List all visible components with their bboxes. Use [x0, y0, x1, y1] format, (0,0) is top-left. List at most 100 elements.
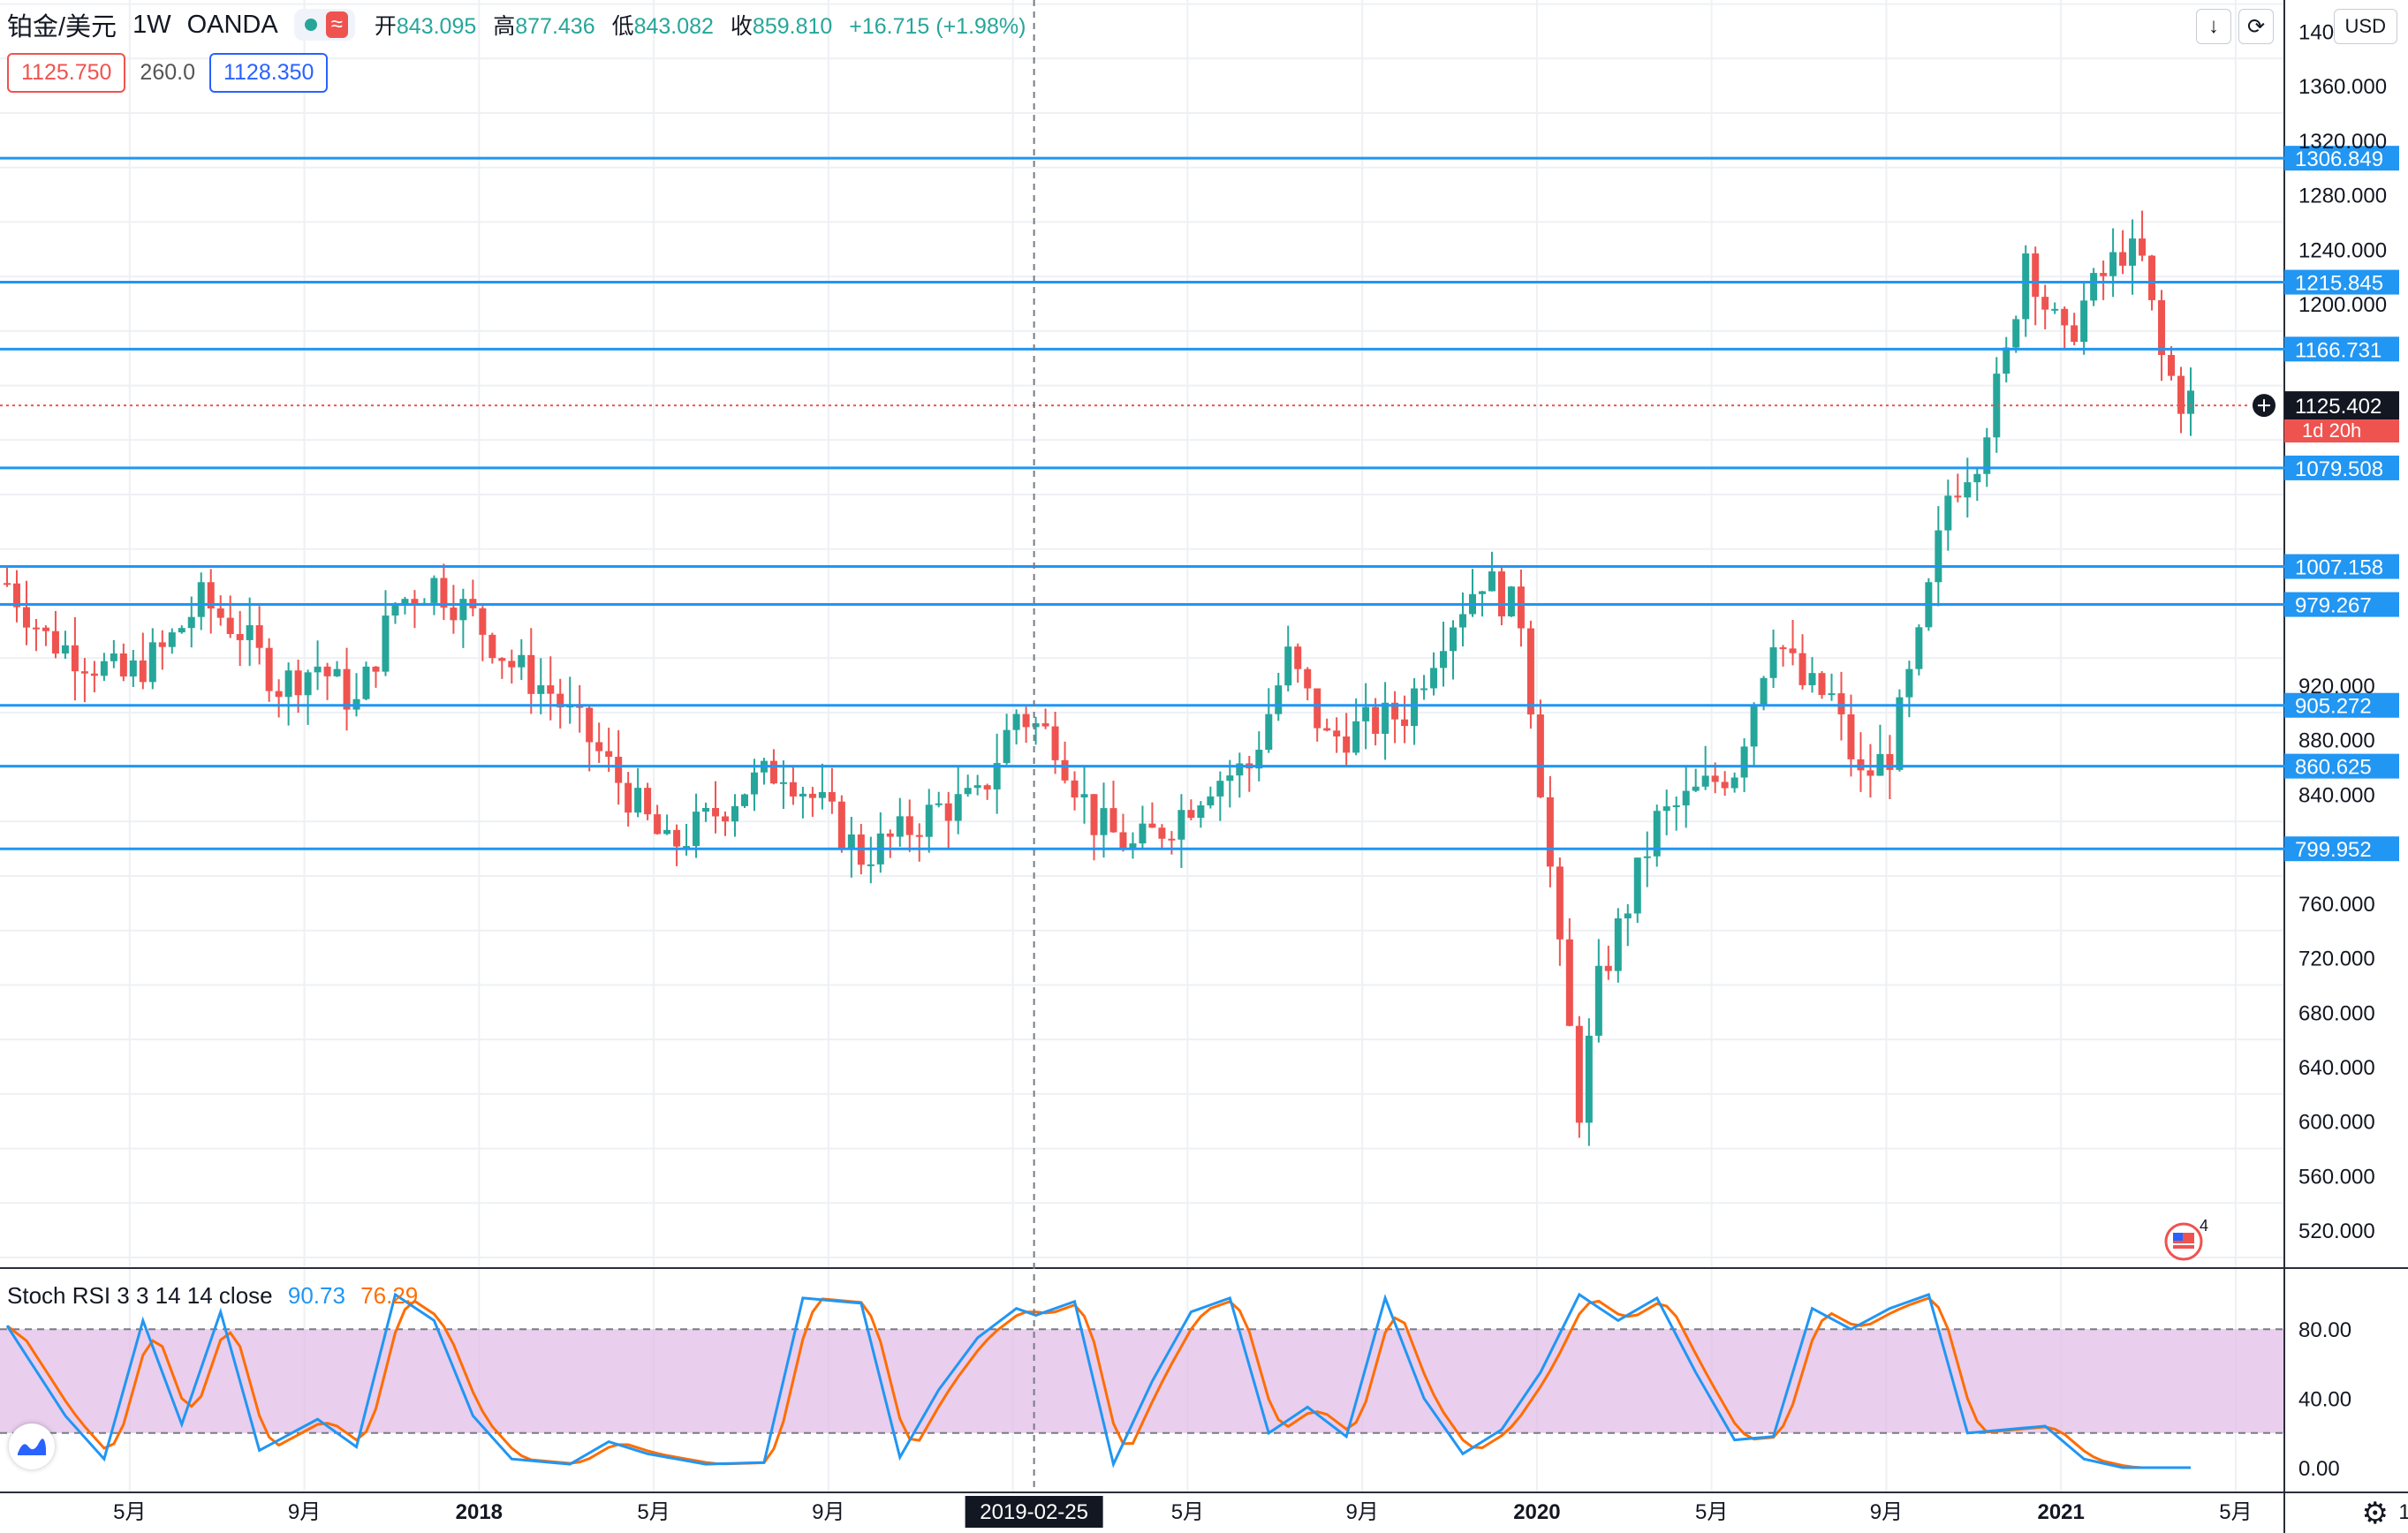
candle-body — [110, 653, 117, 661]
candle-body — [275, 691, 283, 698]
candle — [2051, 302, 2059, 314]
interval[interactable]: 1W — [133, 10, 171, 39]
candle — [1643, 831, 1651, 887]
candle — [2168, 346, 2176, 381]
price-tick-label: 1320.000 — [2298, 130, 2387, 154]
buy-price-button[interactable]: 1128.350 — [208, 53, 329, 93]
candle-body — [197, 582, 205, 617]
candle — [1614, 908, 1622, 983]
candle — [372, 666, 380, 688]
candle-body — [1867, 770, 1874, 776]
hline-price-label: 1166.731 — [2295, 338, 2381, 362]
candle-body — [1546, 797, 1554, 867]
candle-body — [1585, 1035, 1593, 1123]
candle — [246, 597, 254, 667]
candle-body — [993, 763, 1001, 789]
status-pill[interactable]: ≈ — [293, 9, 355, 41]
candle — [1789, 619, 1797, 666]
candle-body — [2119, 252, 2127, 266]
candle — [1526, 620, 1534, 729]
time-axis-label: 16 — [2398, 1500, 2408, 1524]
candle — [450, 585, 458, 634]
candle-body — [1711, 775, 1719, 782]
candle — [886, 829, 894, 858]
candle-body — [401, 599, 409, 604]
candle — [1129, 832, 1137, 859]
stoch-rsi-legend[interactable]: Stoch RSI 3 3 14 14 close 90.73 76.29 — [7, 1282, 418, 1310]
candle — [42, 625, 49, 646]
candle — [818, 763, 826, 810]
candle — [1275, 672, 1283, 721]
spread-value: 260.0 — [140, 60, 195, 85]
candle — [207, 569, 215, 634]
download-icon[interactable]: ↓ — [2196, 9, 2231, 44]
gear-icon[interactable]: ⚙ — [2361, 1497, 2389, 1530]
refresh-icon[interactable]: ⟳ — [2238, 9, 2274, 44]
candle-body — [459, 599, 467, 621]
candle-body — [722, 816, 730, 822]
candle-body — [847, 834, 855, 850]
candle-body — [547, 685, 555, 694]
candle — [760, 758, 768, 785]
candle-body — [314, 666, 322, 673]
candle-body — [2032, 253, 2040, 298]
candle — [1246, 755, 1253, 792]
candle — [1488, 551, 1496, 592]
currency-button[interactable]: USD — [2333, 9, 2397, 44]
time-axis-label: 2021 — [2037, 1500, 2084, 1524]
candle-body — [1148, 823, 1156, 828]
candle-body — [1818, 673, 1826, 696]
hline-price-label: 1215.845 — [2295, 272, 2383, 296]
hline-price-label-bg — [2284, 455, 2399, 480]
candle-body — [1536, 714, 1544, 797]
candle — [644, 782, 652, 820]
candle — [1876, 724, 1884, 776]
candle — [808, 787, 816, 817]
candle-body — [1692, 786, 1700, 791]
candle-body — [2051, 308, 2059, 311]
candle — [1585, 1018, 1593, 1146]
candle-body — [1886, 753, 1894, 770]
candle-body — [1672, 805, 1680, 808]
candle-body — [304, 672, 312, 696]
candle-body — [1808, 673, 1816, 685]
candle-body — [51, 631, 59, 654]
candle — [789, 766, 797, 805]
candle-body — [323, 666, 331, 676]
candle — [1012, 709, 1020, 745]
symbol-name[interactable]: 铂金/美元 — [7, 13, 117, 42]
candle-body — [625, 782, 632, 813]
candle — [740, 793, 748, 808]
candle-body — [32, 627, 40, 630]
candle — [1730, 772, 1738, 793]
candle-body — [1857, 759, 1865, 771]
candle-body — [983, 785, 991, 789]
candle-body — [129, 660, 137, 677]
candle-body — [372, 666, 380, 672]
candle-body — [605, 751, 613, 757]
candle-body — [1352, 721, 1360, 753]
candle — [663, 814, 671, 835]
candle — [557, 678, 564, 729]
hline-price-label: 1306.849 — [2295, 147, 2383, 171]
candle-body — [1236, 763, 1244, 776]
candle-body — [1828, 693, 1836, 696]
sell-price-button[interactable]: 1125.750 — [7, 53, 126, 93]
candle — [1497, 565, 1505, 626]
candle-body — [915, 834, 923, 837]
candle — [2158, 290, 2166, 381]
us-flag-events-icon[interactable]: 4 — [2162, 1217, 2212, 1263]
candle — [1401, 695, 1409, 744]
candle — [779, 760, 787, 810]
candle — [168, 628, 176, 654]
candle-body — [702, 808, 710, 812]
candle-body — [750, 772, 758, 795]
candle-body — [1177, 810, 1185, 840]
candle — [566, 676, 574, 724]
candle-body — [1391, 702, 1399, 720]
candle — [1653, 804, 1661, 867]
candle — [1391, 691, 1399, 744]
candle-body — [2139, 238, 2147, 256]
tradingview-logo-icon[interactable] — [9, 1424, 55, 1469]
